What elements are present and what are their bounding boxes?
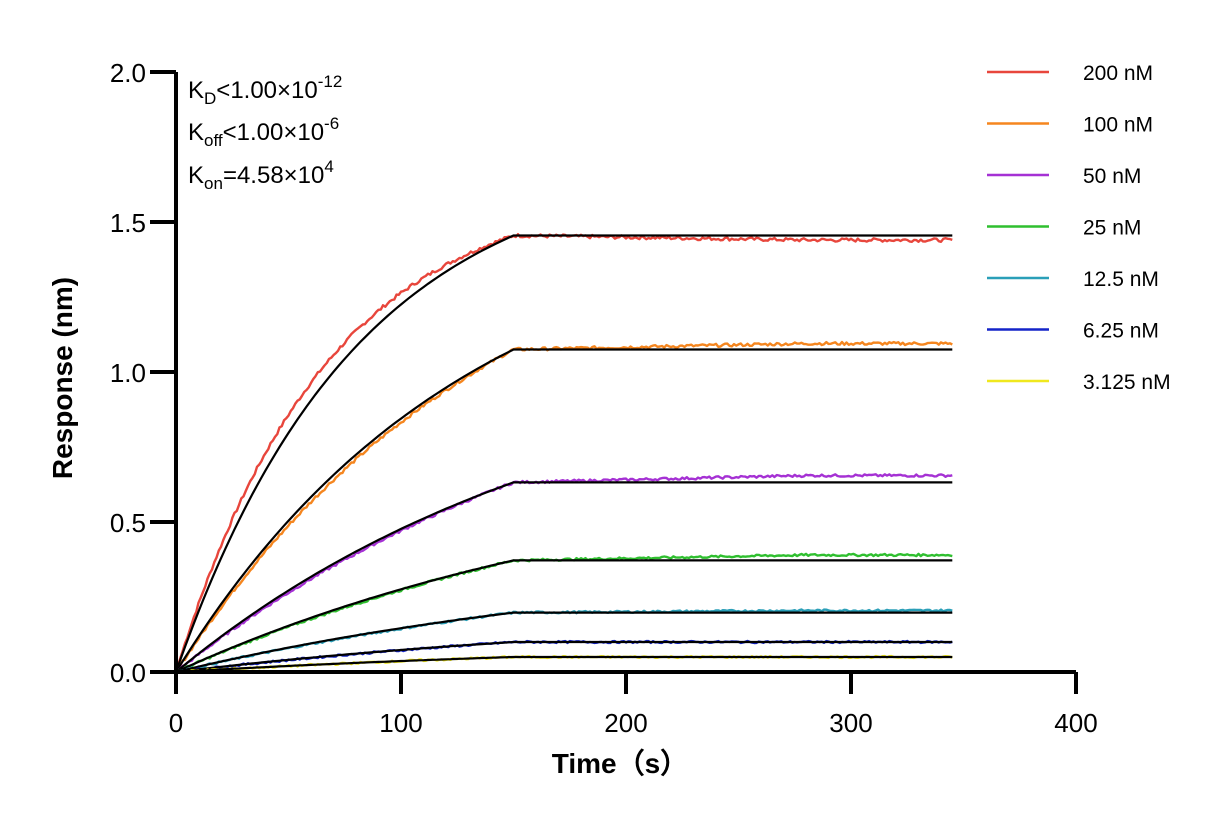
series-200-nM-fit — [174, 234, 953, 673]
legend-label: 50 nM — [1083, 165, 1141, 188]
series-50-nM-fit — [175, 481, 953, 673]
series-6-25-nM-fit — [175, 640, 953, 674]
series-100-nM-data — [174, 340, 953, 673]
y-tick-label: 0.5 — [110, 508, 146, 538]
y-tick-label: 1.0 — [110, 358, 146, 388]
y-axis-title: Response (nm) — [47, 277, 78, 479]
x-tick-label: 300 — [829, 708, 872, 738]
legend-label: 3.125 nM — [1083, 371, 1171, 394]
legend-label: 6.25 nM — [1083, 320, 1159, 343]
legend-label: 25 nM — [1083, 217, 1141, 240]
legend-label: 200 nM — [1083, 62, 1153, 85]
legend-label: 12.5 nM — [1083, 268, 1159, 291]
series-100-nM-fit — [175, 348, 953, 673]
x-tick-label: 0 — [169, 708, 183, 738]
kon-annotation: Kon=4.58×104 — [188, 157, 334, 193]
series-25-nM-data — [175, 552, 953, 674]
y-tick-label: 1.5 — [110, 208, 146, 238]
series-3-125-nM-fit — [175, 655, 953, 674]
x-tick-label: 200 — [604, 708, 647, 738]
data-layer — [174, 232, 953, 674]
axes — [150, 70, 1078, 694]
series-25-nM-fit — [175, 559, 953, 673]
x-axis-title: Time（s） — [552, 747, 688, 779]
tick-labels: 0 100 200 300 400 0.0 0.5 1.0 1.5 2.0 — [110, 58, 1098, 738]
series-50-nM-data — [175, 473, 953, 673]
series-12-5-nM-fit — [175, 611, 953, 674]
kd-annotation: KD<1.00×10-12 — [188, 72, 342, 108]
kinetic-constants: KD<1.00×10-12 Koff<1.00×10-6 Kon=4.58×10… — [188, 72, 342, 193]
y-tick-label: 2.0 — [110, 58, 146, 88]
series-200-nM-data — [174, 232, 953, 673]
legend: 200 nM 100 nM 50 nM 25 nM 12.5 nM 6.25 nM 3.12… — [987, 62, 1171, 394]
x-tick-label: 400 — [1054, 708, 1097, 738]
x-tick-label: 100 — [379, 708, 422, 738]
legend-label: 100 nM — [1083, 114, 1153, 137]
koff-annotation: Koff<1.00×10-6 — [188, 114, 339, 150]
y-tick-label: 0.0 — [110, 658, 146, 688]
